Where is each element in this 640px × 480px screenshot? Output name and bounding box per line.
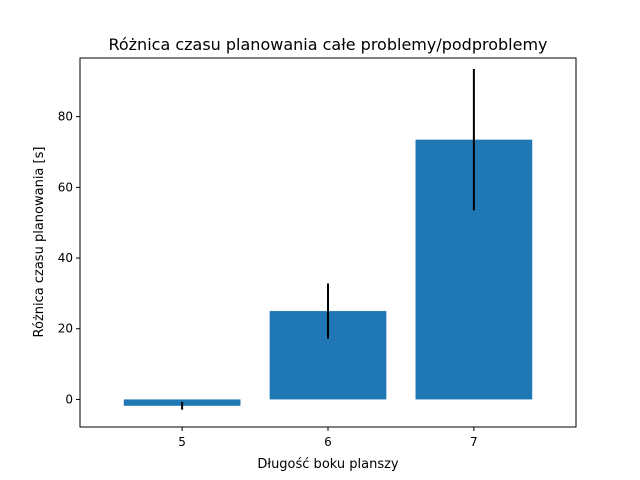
x-axis-ticks: 5 6 7 [178, 427, 478, 449]
y-tick-label-60: 60 [58, 180, 73, 194]
y-tick-label-20: 20 [58, 322, 73, 336]
y-tick-label-80: 80 [58, 110, 73, 124]
y-axis-label: Różnica czasu planowania [s] [32, 147, 47, 338]
y-tick-label-40: 40 [58, 251, 73, 265]
x-tick-label-6: 6 [324, 435, 332, 449]
x-tick-label-5: 5 [178, 435, 186, 449]
chart-title: Różnica czasu planowania całe problemy/p… [108, 35, 547, 54]
error-bars-group [181, 68, 475, 410]
x-axis-label: Długość boku planszy [257, 457, 399, 472]
x-tick-label-7: 7 [470, 435, 478, 449]
y-axis-ticks: 0 20 40 60 80 [58, 110, 80, 406]
y-tick-label-0: 0 [65, 392, 73, 406]
